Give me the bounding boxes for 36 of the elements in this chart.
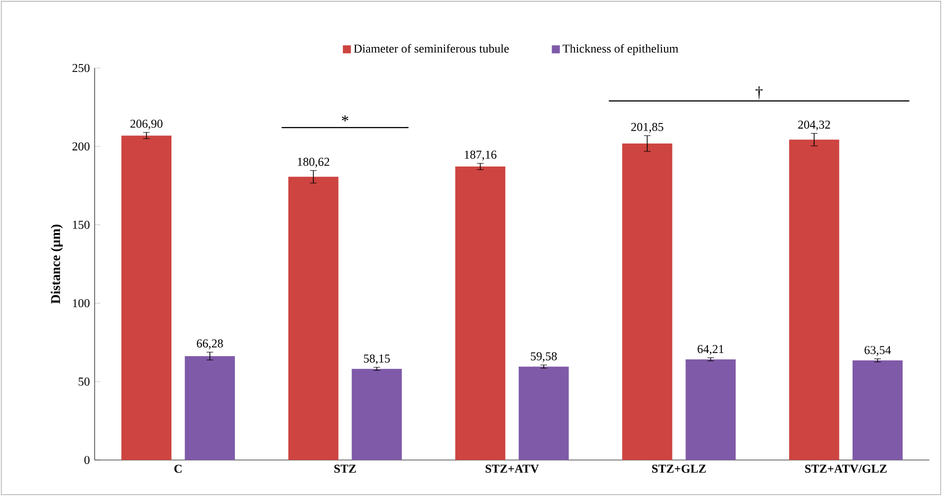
bar bbox=[518, 366, 569, 460]
bar bbox=[622, 143, 672, 460]
data-label: 187,16 bbox=[464, 150, 496, 160]
y-tick-label: 250 bbox=[72, 64, 90, 72]
y-axis-title: Distance (µm) bbox=[50, 224, 63, 304]
x-tick-label: STZ bbox=[334, 464, 356, 473]
annotation: † bbox=[756, 86, 763, 100]
x-tick-label: STZ+ATV bbox=[486, 464, 539, 473]
y-tick-label: 200 bbox=[72, 142, 90, 150]
data-label: 180,62 bbox=[298, 158, 330, 168]
data-label: 64,21 bbox=[698, 345, 724, 355]
legend-label: Thickness of epithelium bbox=[562, 44, 678, 56]
annotation: * bbox=[342, 116, 348, 122]
data-label: 58,15 bbox=[364, 354, 390, 364]
bar bbox=[288, 176, 338, 460]
data-label: 204,32 bbox=[798, 120, 830, 130]
data-label: 66,28 bbox=[196, 339, 223, 350]
bar bbox=[121, 136, 172, 460]
bar bbox=[352, 368, 402, 460]
y-tick-label: 150 bbox=[73, 220, 90, 229]
x-tick-label: STZ+GLZ bbox=[652, 464, 706, 473]
bar bbox=[852, 360, 903, 460]
bar bbox=[789, 140, 840, 460]
y-tick-label: 0 bbox=[84, 456, 90, 464]
bar bbox=[184, 356, 235, 460]
bar bbox=[455, 166, 506, 460]
y-tick-label: 100 bbox=[73, 299, 90, 308]
data-label: 63,54 bbox=[864, 346, 891, 356]
data-label: 59,58 bbox=[530, 352, 557, 362]
data-label: 206,90 bbox=[130, 120, 162, 130]
data-label: 201,85 bbox=[631, 122, 664, 133]
x-tick-label: C bbox=[174, 464, 182, 473]
y-tick-label: 50 bbox=[78, 378, 90, 386]
x-tick-label: STZ+ATV/GLZ bbox=[805, 464, 887, 473]
legend-label: Diameter of seminiferous tubule bbox=[354, 44, 509, 53]
bar bbox=[686, 359, 736, 460]
